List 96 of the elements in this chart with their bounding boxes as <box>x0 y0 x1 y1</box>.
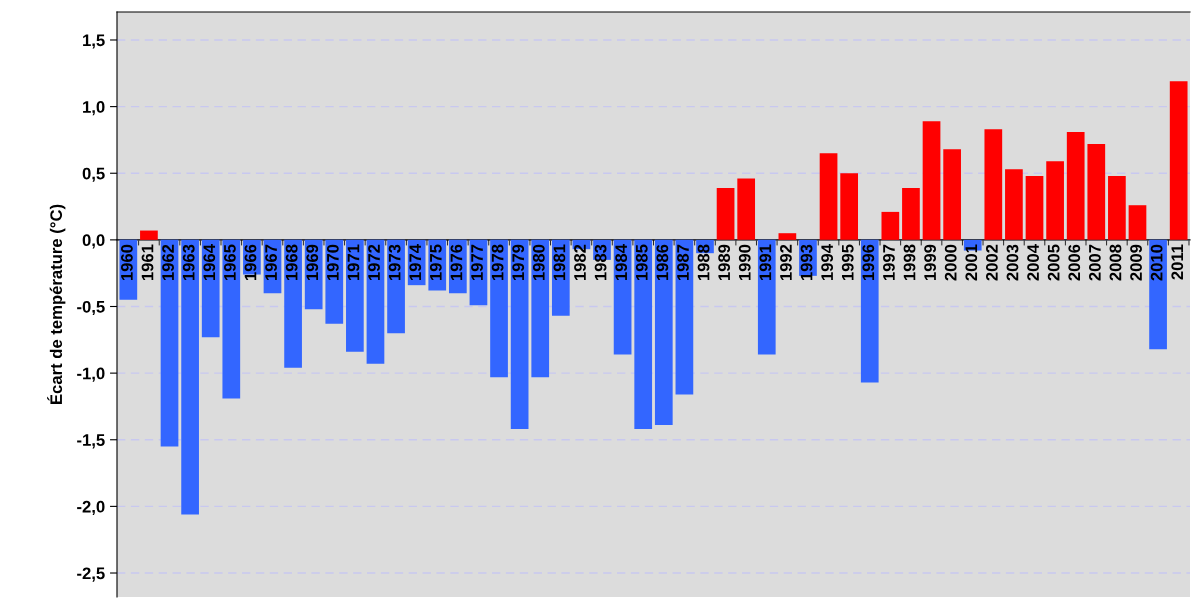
x-tick-label: 1975 <box>429 244 442 281</box>
x-tick-label: 1961 <box>141 244 154 281</box>
bar <box>634 239 653 430</box>
bar <box>1046 161 1064 240</box>
x-tick-label: 1983 <box>594 244 607 281</box>
bar <box>881 211 900 240</box>
bar <box>1066 131 1085 240</box>
x-tick-label: 1973 <box>388 244 401 281</box>
x-tick-label: 1964 <box>203 244 216 281</box>
bar <box>716 187 735 240</box>
bar <box>1169 81 1188 240</box>
bar <box>1149 239 1167 350</box>
x-tick-label: 1968 <box>285 244 298 281</box>
x-tick-label: 2011 <box>1171 244 1184 280</box>
x-tick-label: 1991 <box>759 244 772 281</box>
x-tick-label: 1979 <box>512 244 525 281</box>
x-tick-label: 1963 <box>182 244 195 281</box>
x-tick-label: 1993 <box>800 244 813 281</box>
bar <box>943 149 961 240</box>
x-tick-label: 2006 <box>1068 244 1081 281</box>
bar <box>737 178 756 240</box>
y-tick-label: -1,0 <box>77 367 105 382</box>
x-tick-label: 1997 <box>883 244 895 281</box>
bar <box>140 230 158 240</box>
x-tick-label: 1996 <box>862 244 875 281</box>
x-tick-label: 1974 <box>409 244 422 281</box>
bar <box>1025 175 1044 240</box>
bar <box>778 233 797 240</box>
y-tick-label: -0,5 <box>77 300 105 316</box>
x-tick-label: 1966 <box>244 244 257 281</box>
x-tick-label: 1999 <box>924 244 937 281</box>
x-tick-label: 1992 <box>780 244 792 281</box>
y-tick-label: -2,5 <box>77 567 105 582</box>
y-tick-label: 1,0 <box>83 101 105 116</box>
x-tick-label: 1982 <box>574 244 586 281</box>
x-tick-label: 1967 <box>265 244 277 281</box>
y-tick-label: 0,5 <box>82 167 105 182</box>
x-tick-label: 1984 <box>615 244 628 281</box>
bar <box>181 239 199 515</box>
x-tick-label: 1987 <box>677 244 689 281</box>
y-tick-label: 1,5 <box>83 34 105 49</box>
bar <box>346 239 364 352</box>
x-tick-label: 2007 <box>1088 244 1101 281</box>
x-tick-label: 1978 <box>491 244 504 281</box>
bar <box>1005 169 1023 240</box>
x-tick-label: 1994 <box>821 244 834 281</box>
x-tick-label: 1989 <box>718 244 731 281</box>
x-tick-label: 1977 <box>471 244 483 281</box>
bar <box>1087 143 1106 240</box>
bar <box>201 239 220 338</box>
x-tick-label: 2003 <box>1006 244 1019 281</box>
x-tick-label: 1960 <box>121 244 133 281</box>
bar <box>387 239 405 334</box>
bar <box>922 121 941 240</box>
bar <box>1108 175 1126 240</box>
x-tick-label: 1976 <box>450 244 463 281</box>
bar <box>840 173 859 240</box>
y-axis-title: Écart de température (°C) <box>47 204 66 404</box>
bar <box>819 153 838 240</box>
bar <box>860 239 879 383</box>
x-tick-label: 2005 <box>1047 244 1060 281</box>
bar <box>160 239 179 447</box>
x-tick-label: 1971 <box>347 244 360 281</box>
bar <box>757 239 776 355</box>
x-tick-label: 1969 <box>306 244 319 281</box>
x-tick-label: 1990 <box>738 244 751 281</box>
x-tick-label: 1981 <box>553 244 566 281</box>
x-tick-label: 1998 <box>903 244 916 281</box>
x-tick-label: 2000 <box>944 244 957 281</box>
bar <box>531 239 550 378</box>
x-tick-label: 1972 <box>368 244 380 281</box>
bar <box>984 129 1003 240</box>
bar <box>222 239 241 399</box>
y-tick-label: 0,0 <box>82 234 105 249</box>
bar <box>1128 205 1147 240</box>
x-tick-label: 1980 <box>532 244 545 281</box>
x-tick-label: 1962 <box>162 244 174 281</box>
x-tick-label: 2001 <box>965 244 978 281</box>
y-tick-label: -1,5 <box>77 434 105 449</box>
x-tick-label: 1965 <box>223 244 236 281</box>
bar <box>284 239 302 368</box>
x-tick-label: 2010 <box>1150 244 1163 281</box>
x-tick-label: 1986 <box>656 244 669 281</box>
y-tick-label: -2,0 <box>77 500 105 515</box>
bar <box>654 239 673 426</box>
x-tick-label: 1988 <box>697 244 710 281</box>
x-tick-label: 2002 <box>985 244 998 281</box>
x-tick-label: 1970 <box>326 244 339 281</box>
x-tick-label: 1995 <box>841 244 854 281</box>
bar <box>510 239 529 430</box>
x-tick-label: 2008 <box>1109 244 1122 281</box>
x-tick-label: 1985 <box>635 244 648 281</box>
bar <box>902 187 920 240</box>
x-tick-label: 2004 <box>1027 244 1039 281</box>
bar <box>490 239 508 378</box>
x-tick-label: 2009 <box>1130 244 1142 281</box>
